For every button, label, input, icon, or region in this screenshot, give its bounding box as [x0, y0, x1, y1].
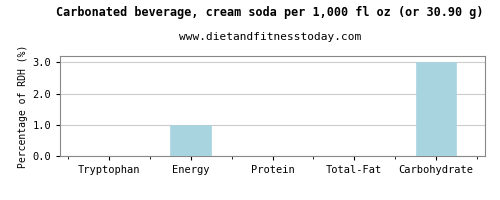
Y-axis label: Percentage of RDH (%): Percentage of RDH (%): [18, 44, 28, 168]
Text: Carbonated beverage, cream soda per 1,000 fl oz (or 30.90 g): Carbonated beverage, cream soda per 1,00…: [56, 6, 484, 19]
Text: www.dietandfitnesstoday.com: www.dietandfitnesstoday.com: [179, 32, 361, 42]
Bar: [416, 62, 457, 156]
Bar: [170, 125, 211, 156]
